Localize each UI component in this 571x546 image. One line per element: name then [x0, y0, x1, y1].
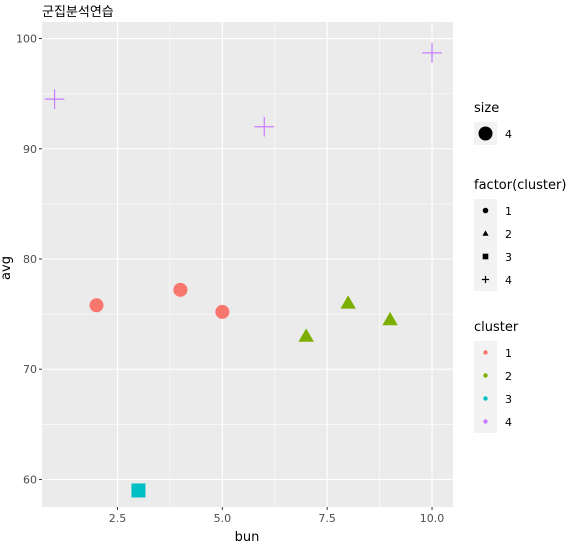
legend-label: 1 — [505, 347, 512, 360]
legend-key-triangle-icon — [482, 230, 489, 236]
legend-group: factor(cluster) 1 2 3 4 — [474, 178, 566, 291]
data-point-cluster-2 — [298, 328, 314, 342]
legend-label: 4 — [505, 274, 512, 287]
data-point-cluster-4 — [254, 116, 275, 137]
legend-key-dot-icon — [483, 373, 488, 378]
data-point-cluster-4 — [44, 89, 65, 109]
legend-group: size 4 — [474, 101, 512, 145]
legend-title: size — [474, 101, 499, 116]
x-tick-label: 5.0 — [214, 512, 232, 525]
x-tick-label: 2.5 — [109, 512, 127, 525]
data-point-cluster-4 — [422, 43, 442, 63]
data-point-cluster-2 — [382, 311, 398, 326]
data-point-cluster-1 — [173, 282, 188, 297]
x-tick-label: 10.0 — [420, 512, 445, 525]
axis-ticks: 2.5 5.0 7.5 10.0 60 70 80 90 100 — [16, 33, 444, 525]
chart-title: 군집분석연습 — [42, 5, 114, 20]
legend-label: 4 — [505, 416, 512, 429]
data-point-cluster-2 — [340, 295, 356, 309]
legend-label: 3 — [505, 393, 512, 406]
legend-title: cluster — [474, 320, 519, 335]
y-tick-label: 70 — [23, 363, 37, 376]
data-point-cluster-1 — [215, 304, 230, 319]
legend-key-dot-icon — [483, 419, 488, 424]
legend-label: 2 — [505, 228, 512, 241]
legend-group: cluster 1 2 3 4 — [474, 320, 519, 433]
legend-label: 4 — [505, 128, 512, 141]
x-axis-title: bun — [235, 530, 260, 545]
legend-key-dot-icon — [483, 350, 488, 355]
legend-label: 2 — [505, 370, 512, 383]
data-point-cluster-3 — [131, 483, 146, 498]
legend: size 4 factor(cluster) 1 2 3 4 cluster 1 2 3 4 — [474, 101, 566, 433]
legend-label: 1 — [505, 205, 512, 218]
y-axis-title: avg — [0, 256, 14, 280]
data-points — [44, 43, 442, 498]
x-tick-label: 7.5 — [318, 512, 336, 525]
y-tick-label: 100 — [16, 33, 37, 46]
legend-label: 3 — [505, 251, 512, 264]
y-tick-label: 80 — [23, 253, 37, 266]
y-tick-label: 60 — [23, 473, 37, 486]
legend-key-circle-icon — [478, 126, 493, 141]
legend-key-dot-icon — [483, 396, 488, 401]
data-point-cluster-1 — [89, 298, 104, 313]
legend-key-square-icon — [482, 253, 489, 260]
legend-key-circle-icon — [482, 207, 489, 214]
grid-lines — [42, 22, 453, 507]
y-tick-label: 90 — [23, 143, 37, 156]
legend-key-plus-icon — [481, 275, 490, 284]
plot-panel — [42, 22, 453, 507]
legend-title: factor(cluster) — [474, 178, 566, 193]
